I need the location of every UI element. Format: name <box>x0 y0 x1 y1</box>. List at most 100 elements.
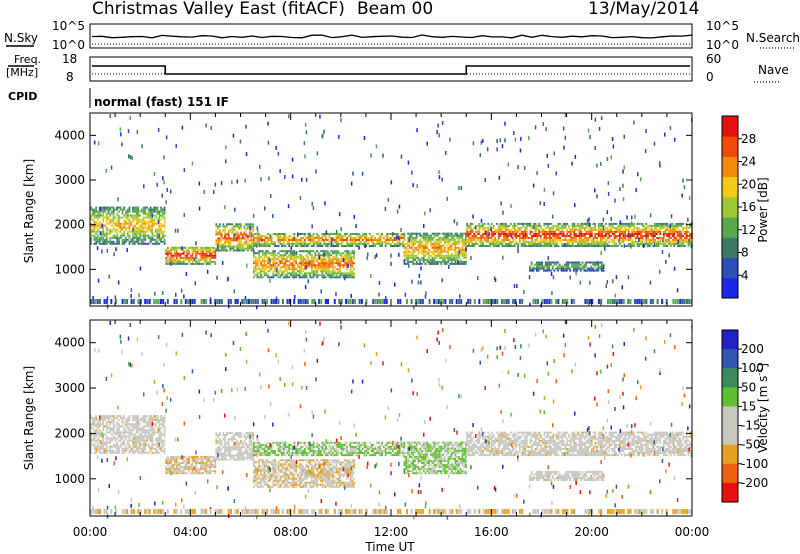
power-cell <box>227 245 230 248</box>
velocity-cell <box>125 421 127 424</box>
power-cell <box>177 252 180 255</box>
power-cell <box>581 265 584 268</box>
power-cell <box>300 270 303 273</box>
power-cell <box>626 222 628 225</box>
power-cell <box>142 230 145 233</box>
power-cell <box>419 262 422 265</box>
power-cell <box>354 241 357 243</box>
power-cell <box>149 218 152 221</box>
power-cell <box>98 232 101 235</box>
power-cell <box>573 299 576 304</box>
power-cell <box>477 276 479 281</box>
power-cell <box>440 238 443 241</box>
power-cell <box>583 228 586 231</box>
power-cell <box>527 243 530 245</box>
power-cell <box>600 116 603 121</box>
power-cell <box>323 129 325 134</box>
power-cell <box>608 233 611 235</box>
power-cell <box>365 233 368 235</box>
power-cell <box>298 239 301 241</box>
velocity-cell <box>105 439 108 442</box>
power-cell <box>332 258 334 261</box>
power-cell <box>323 270 326 273</box>
power-cell <box>501 233 504 235</box>
power-cell <box>566 241 569 243</box>
power-cell <box>481 223 484 227</box>
power-cell <box>684 239 686 241</box>
velocity-cell <box>102 445 105 448</box>
power-cell <box>489 224 491 227</box>
power-cell <box>263 262 266 265</box>
power-cell <box>585 241 588 243</box>
power-cell <box>588 267 591 270</box>
power-cell <box>240 243 242 246</box>
power-cell <box>191 246 194 249</box>
power-cell <box>553 261 556 264</box>
power-cell <box>402 237 405 239</box>
power-cell <box>316 260 319 263</box>
power-cell <box>545 222 548 225</box>
power-cell <box>130 293 132 298</box>
power-cell <box>428 256 430 259</box>
power-cell <box>203 189 205 194</box>
power-cell <box>276 268 278 273</box>
power-cell <box>398 235 401 237</box>
power-cell <box>349 266 352 269</box>
power-cell <box>541 233 544 235</box>
power-cell <box>688 299 691 304</box>
velocity-cell <box>146 421 148 424</box>
power-cell <box>107 232 110 235</box>
power-cell <box>207 248 210 251</box>
power-cell <box>309 276 311 279</box>
power-cell <box>412 254 415 257</box>
velocity-cell <box>102 419 105 422</box>
power-cell <box>594 146 596 150</box>
power-cell <box>91 214 94 217</box>
power-cell <box>608 222 611 225</box>
power-cell <box>569 267 572 270</box>
power-cell <box>438 240 441 243</box>
velocity-cell <box>116 441 119 444</box>
power-cell <box>372 241 375 243</box>
power-cell <box>685 235 688 237</box>
power-cell <box>680 235 683 237</box>
power-cell <box>507 162 510 167</box>
power-cell <box>363 233 366 235</box>
power-cell <box>443 254 446 257</box>
power-cell <box>98 242 101 245</box>
power-cell <box>539 265 542 268</box>
velocity-cell <box>146 435 148 438</box>
nsky-label: N.Sky <box>4 31 38 45</box>
power-cell <box>109 232 112 235</box>
power-cell <box>250 232 253 237</box>
power-cell <box>258 243 261 245</box>
power-cell <box>254 233 257 235</box>
power-cell <box>497 230 500 233</box>
power-cell <box>415 256 418 259</box>
power-cell <box>94 299 97 304</box>
power-cell <box>473 299 476 304</box>
power-cell <box>105 206 108 209</box>
power-cell <box>335 260 338 263</box>
power-cell <box>135 236 138 239</box>
power-cell <box>200 246 203 249</box>
velocity-cell <box>102 437 105 440</box>
power-cell <box>410 238 413 241</box>
power-cell <box>224 229 226 232</box>
power-cell <box>253 239 255 241</box>
power-cell <box>293 268 296 271</box>
power-cell <box>247 223 249 226</box>
power-cell <box>330 270 333 273</box>
power-cell <box>318 274 320 277</box>
power-cell <box>619 228 621 231</box>
power-cell <box>231 237 233 240</box>
power-cell <box>224 233 226 236</box>
power-cell <box>645 228 648 231</box>
power-cell <box>657 230 660 233</box>
power-cell <box>496 243 498 245</box>
power-cell <box>304 268 306 271</box>
power-cell <box>541 228 544 231</box>
velocity-cell <box>100 451 103 454</box>
power-cell <box>279 262 282 265</box>
power-cell <box>203 248 206 251</box>
